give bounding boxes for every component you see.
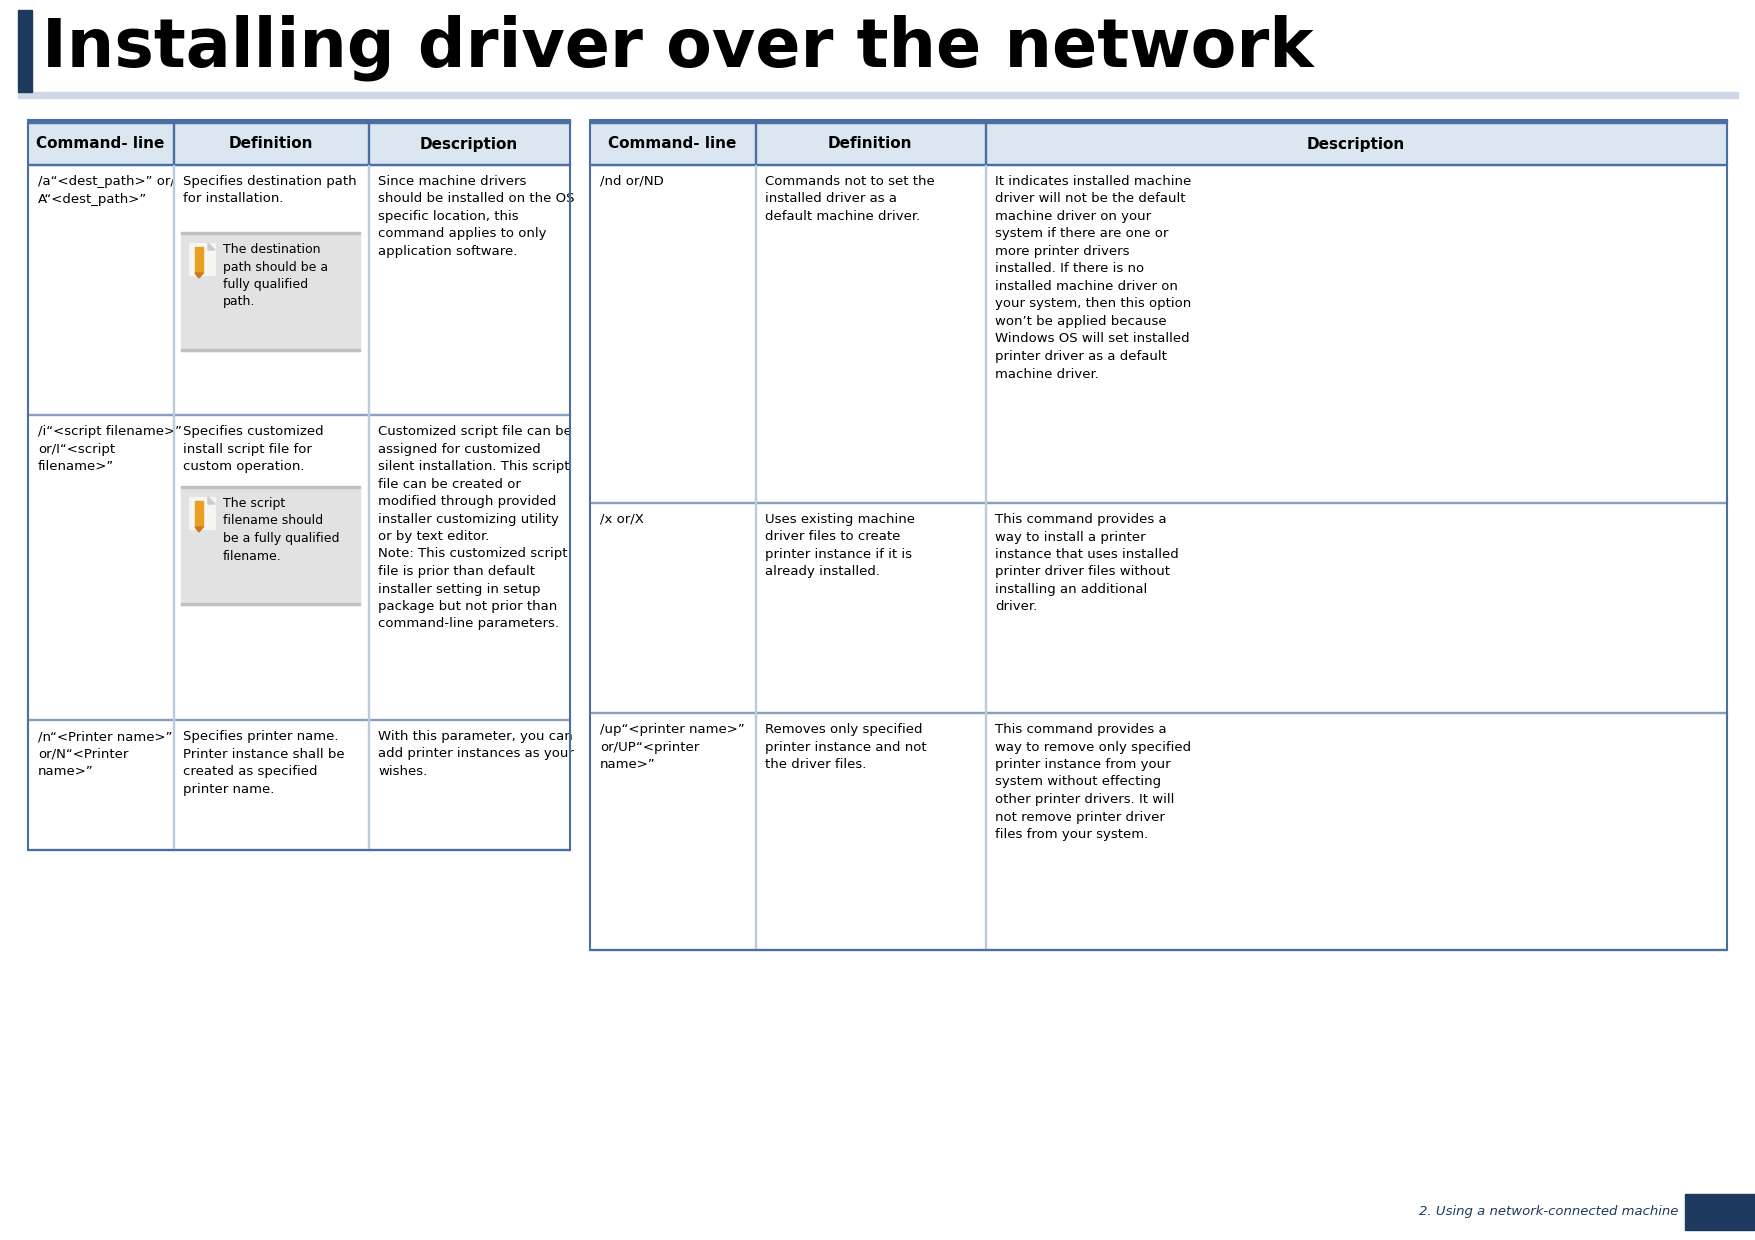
Bar [590,120,1727,950]
Bar [1685,1194,1755,1230]
Bar [590,503,1727,713]
Text: This command provides a
way to remove only specified
printer instance from your
: This command provides a way to remove on… [995,723,1192,841]
Bar [195,501,204,527]
Bar [590,120,1727,123]
Text: Installing driver over the network: Installing driver over the network [42,15,1314,82]
Bar [181,603,360,605]
Bar [181,348,360,351]
Text: Since machine drivers
should be installed on the OS
specific location, this
comm: Since machine drivers should be installe… [377,175,574,258]
Text: Command- line: Command- line [609,136,737,151]
Text: Command- line: Command- line [37,136,165,151]
Polygon shape [195,273,204,278]
Text: Removes only specified
printer instance and not
the driver files.: Removes only specified printer instance … [765,723,927,771]
Text: /a“<dest_path>” or/
A“<dest_path>”: /a“<dest_path>” or/ A“<dest_path>” [39,175,176,206]
Bar [28,120,570,849]
Bar [18,10,32,92]
Text: /n“<Printer name>”
or/N“<Printer
name>”: /n“<Printer name>” or/N“<Printer name>” [39,730,172,777]
Bar [28,415,570,720]
Bar [590,123,1727,165]
Bar [28,123,570,165]
Bar [28,165,570,415]
Text: Description: Description [419,136,518,151]
Text: Specifies customized
install script file for
custom operation.: Specifies customized install script file… [183,425,323,472]
Text: Description: Description [1307,136,1406,151]
Polygon shape [209,497,216,503]
Text: /i“<script filename>”
or/I“<script
filename>”: /i“<script filename>” or/I“<script filen… [39,425,183,472]
Text: The destination
path should be a
fully qualified
path.: The destination path should be a fully q… [223,243,328,309]
Bar [590,713,1727,950]
Text: /nd or/ND: /nd or/ND [600,175,663,188]
Bar [190,497,216,529]
Text: Specifies destination path
for installation.: Specifies destination path for installat… [183,175,356,206]
Text: Definition: Definition [228,136,312,151]
Polygon shape [209,243,216,250]
Bar [181,487,360,605]
Text: The script
filename should
be a fully qualified
filename.: The script filename should be a fully qu… [223,497,339,563]
Bar [18,92,1737,98]
Text: It indicates installed machine
driver will not be the default
machine driver on : It indicates installed machine driver wi… [995,175,1192,381]
Text: With this parameter, you can
add printer instances as your
wishes.: With this parameter, you can add printer… [377,730,574,777]
Text: /x or/X: /x or/X [600,513,644,526]
Text: Specifies printer name.
Printer instance shall be
created as specified
printer n: Specifies printer name. Printer instance… [183,730,344,796]
Text: Customized script file can be
assigned for customized
silent installation. This : Customized script file can be assigned f… [377,425,572,630]
Text: Uses existing machine
driver files to create
printer instance if it is
already i: Uses existing machine driver files to cr… [765,513,914,579]
Text: 94: 94 [1706,1202,1734,1221]
Bar [28,120,570,123]
Bar [195,247,204,273]
Text: /up“<printer name>”
or/UP“<printer
name>”: /up“<printer name>” or/UP“<printer name>… [600,723,744,771]
Text: Commands not to set the
installed driver as a
default machine driver.: Commands not to set the installed driver… [765,175,935,223]
Bar [190,243,216,275]
Text: This command provides a
way to install a printer
instance that uses installed
pr: This command provides a way to install a… [995,513,1179,614]
Text: Definition: Definition [828,136,913,151]
Text: 2. Using a network-connected machine: 2. Using a network-connected machine [1418,1205,1678,1219]
Bar [28,720,570,849]
Bar [181,232,360,234]
Bar [590,165,1727,503]
Polygon shape [195,527,204,532]
Bar [181,486,360,489]
Bar [181,233,360,351]
